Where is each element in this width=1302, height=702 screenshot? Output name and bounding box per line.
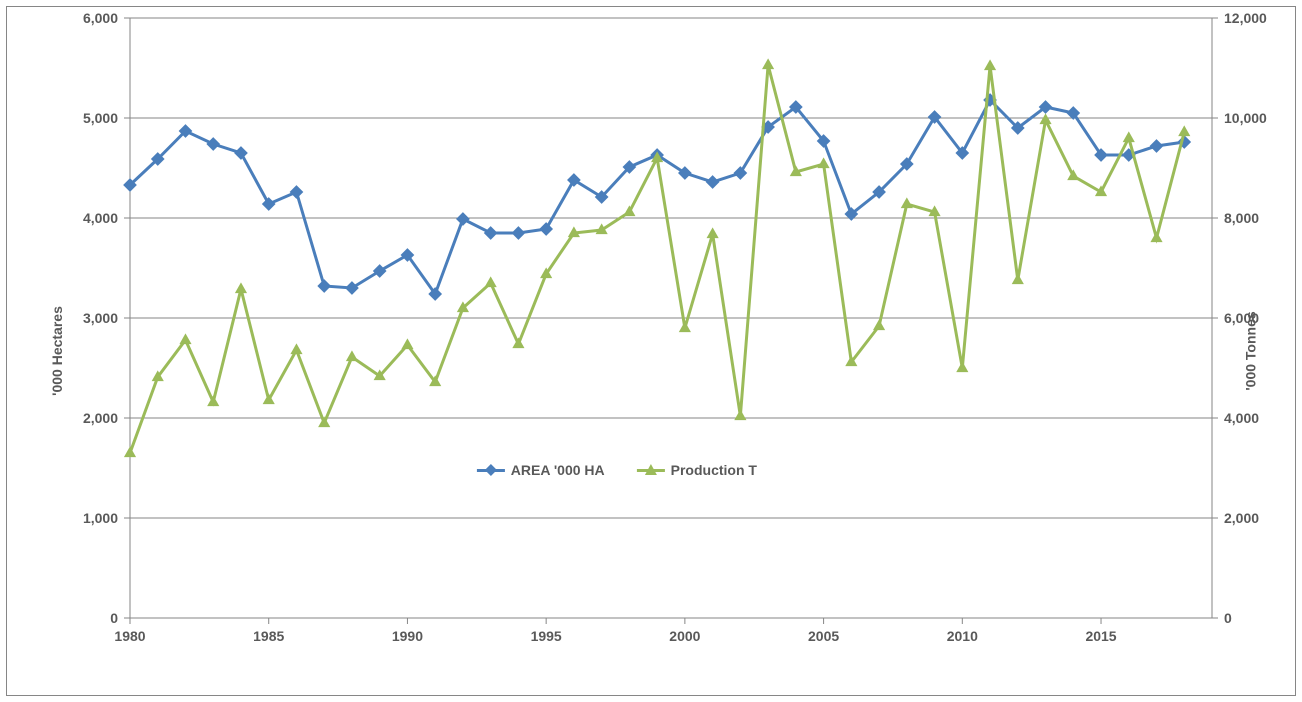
y-left-tick-label: 5,000 [60,110,118,126]
y-left-tick-label: 1,000 [60,510,118,526]
legend-line-icon [477,469,505,472]
tick-label: 1990 [392,628,423,644]
legend-label: AREA '000 HA [511,462,605,478]
y-right-tick-label: 2,000 [1224,510,1259,526]
legend-item: AREA '000 HA [477,462,605,478]
legend: AREA '000 HA Production T [477,462,757,478]
tick-label: 2015 [1085,628,1116,644]
plot-area-svg [122,18,1220,626]
y-left-tick-label: 2,000 [60,410,118,426]
y-right-tick-label: 10,000 [1224,110,1267,126]
y-right-tick-label: 8,000 [1224,210,1259,226]
y-right-tick-label: 12,000 [1224,10,1267,26]
y-left-tick-label: 4,000 [60,210,118,226]
legend-item: Production T [637,462,757,478]
legend-line-icon [637,469,665,472]
tick-label: 2010 [947,628,978,644]
y-right-tick-label: 6,000 [1224,310,1259,326]
tick-label: 1995 [531,628,562,644]
y-left-tick-label: 6,000 [60,10,118,26]
y-left-tick-label: 3,000 [60,310,118,326]
tick-label: 1985 [253,628,284,644]
y-right-tick-label: 0 [1224,610,1232,626]
legend-label: Production T [671,462,757,478]
tick-label: 1980 [114,628,145,644]
tick-label: 2000 [669,628,700,644]
y-right-tick-label: 4,000 [1224,410,1259,426]
dual-axis-line-chart: '000 Hectares '000 Tonnes 19801985199019… [0,0,1302,702]
y-left-tick-label: 0 [60,610,118,626]
tick-label: 2005 [808,628,839,644]
